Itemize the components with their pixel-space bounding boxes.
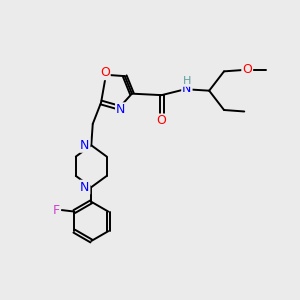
Text: N: N <box>80 181 89 194</box>
Text: N: N <box>182 82 192 95</box>
Text: N: N <box>116 103 125 116</box>
Text: O: O <box>242 63 252 76</box>
Text: F: F <box>53 204 60 217</box>
Text: O: O <box>100 66 110 79</box>
Text: O: O <box>157 115 166 128</box>
Text: H: H <box>183 76 191 86</box>
Text: N: N <box>80 139 89 152</box>
